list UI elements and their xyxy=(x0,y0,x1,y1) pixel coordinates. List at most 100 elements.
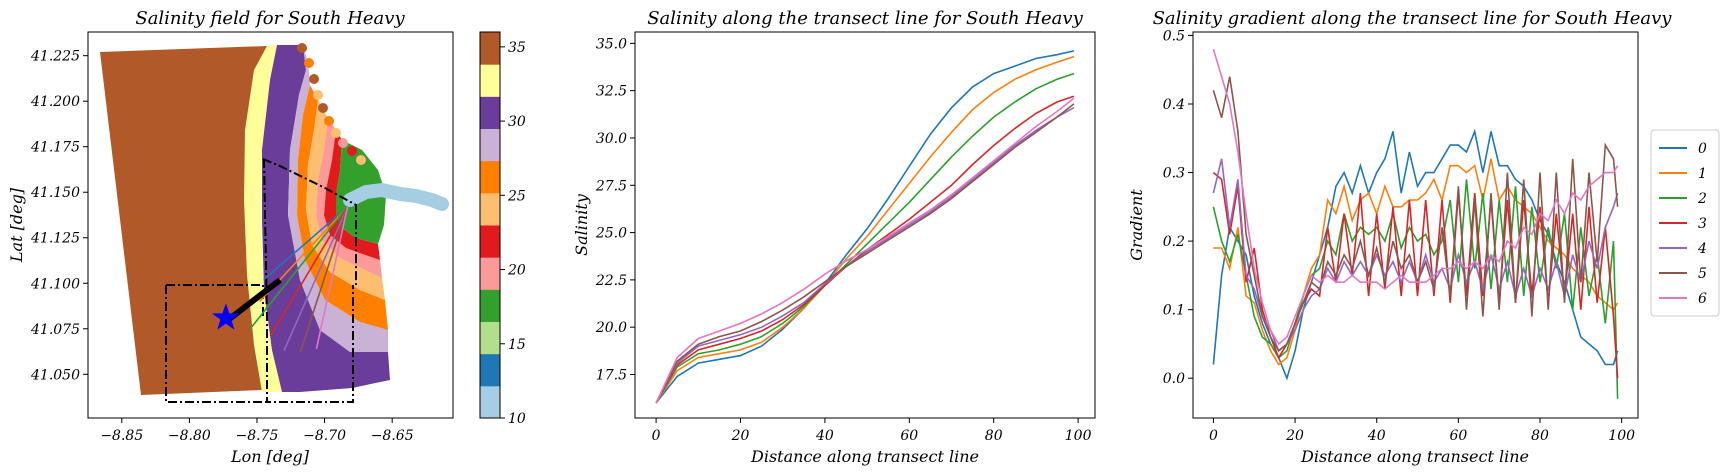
salinity-series-6 xyxy=(655,97,1075,404)
boundary-box-top xyxy=(262,158,357,285)
colorbar-tick-label: 20 xyxy=(507,263,526,279)
field-band-brown xyxy=(100,46,267,395)
gradient-xtick-label: 0 xyxy=(1209,428,1218,444)
map-x-ticks: −8.85 −8.80 −8.75 −8.70 −8.65 xyxy=(100,418,414,444)
colorbar-frame xyxy=(479,31,501,419)
map-y-label: Lat [deg] xyxy=(7,187,26,263)
colorbar-segment xyxy=(480,160,500,194)
gradient-ytick-label: 0.4 xyxy=(1163,97,1185,113)
salinity-ytick-label: 25.0 xyxy=(595,226,627,242)
gradient-ytick-label: 0.2 xyxy=(1163,234,1185,250)
salinity-ytick-label: 30.0 xyxy=(596,131,627,147)
transect-line-3 xyxy=(269,206,349,337)
gradient-xtick-label: 40 xyxy=(1367,428,1386,444)
gradient-x-ticks: 0 20 40 60 80 100 xyxy=(1209,418,1635,444)
field-band-pink xyxy=(316,118,382,278)
salinity-ytick-label: 17.5 xyxy=(596,367,627,383)
salinity-xtick-label: 100 xyxy=(1065,428,1092,444)
colorbar-segment xyxy=(480,32,500,65)
gradient-panel: Salinity gradient along the transect lin… xyxy=(1127,8,1720,466)
map-xtick-label: −8.70 xyxy=(303,428,346,444)
reference-star xyxy=(212,303,240,330)
gradient-y-label: Gradient xyxy=(1127,189,1146,261)
salinity-x-ticks: 0 20 40 60 80 100 xyxy=(652,418,1092,444)
gradient-xtick-label: 80 xyxy=(1531,428,1549,444)
colorbar-segment xyxy=(480,128,500,162)
legend-label-4: 4 xyxy=(1697,241,1707,257)
map-ytick-label: 41.125 xyxy=(30,231,80,247)
colorbar-tick-label: 30 xyxy=(508,114,526,130)
salinity-xtick-label: 60 xyxy=(900,428,918,444)
map-xtick-label: −8.85 xyxy=(100,428,143,444)
gradient-axes-frame xyxy=(1192,31,1639,419)
salinity-series-1 xyxy=(655,55,1075,404)
colorbar-segment xyxy=(480,289,500,322)
gradient-xtick-label: 100 xyxy=(1608,428,1635,444)
salinity-xtick-label: 20 xyxy=(731,428,750,444)
legend-label-5: 5 xyxy=(1698,266,1707,282)
salinity-y-ticks: 17.5 20.0 22.5 25.0 27.5 30.0 32.5 35.0 xyxy=(595,36,635,383)
gradient-xtick-label: 60 xyxy=(1449,428,1467,444)
transect-line-6 xyxy=(315,206,349,349)
map-ytick-label: 41.150 xyxy=(30,185,80,201)
salinity-series-0 xyxy=(655,50,1075,404)
coastal-dots xyxy=(297,43,366,165)
map-ytick-label: 41.050 xyxy=(30,367,80,383)
gradient-series-3 xyxy=(1212,171,1619,379)
gradient-series-2 xyxy=(1212,179,1619,399)
gradient-lines xyxy=(1212,48,1619,399)
legend-entries: 0 1 2 3 4 5 6 xyxy=(1659,141,1707,307)
colorbar-ticks: 10 15 20 25 30 35 xyxy=(500,40,526,427)
field-band-darkpurple xyxy=(262,45,390,392)
salinity-series-5 xyxy=(655,103,1075,404)
map-ytick-label: 41.100 xyxy=(30,276,80,292)
salinity-lines xyxy=(655,50,1075,404)
river-plume xyxy=(343,182,449,211)
legend-label-0: 0 xyxy=(1698,141,1707,157)
colorbar-tick-label: 10 xyxy=(508,411,526,427)
legend-label-3: 3 xyxy=(1698,216,1707,232)
field-band-lightorange xyxy=(306,100,385,300)
salinity-series-2 xyxy=(655,72,1075,404)
map-xtick-label: −8.65 xyxy=(371,428,414,444)
map-axes-frame xyxy=(87,31,454,419)
salinity-ytick-label: 27.5 xyxy=(595,178,627,194)
gradient-title: Salinity gradient along the transect lin… xyxy=(1153,8,1673,29)
boundary-box-frame xyxy=(165,285,270,403)
gradient-y-ticks: 0.0 0.1 0.2 0.3 0.4 0.5 xyxy=(1163,28,1193,387)
salinity-field xyxy=(100,43,449,395)
salinity-title: Salinity along the transect line for Sou… xyxy=(647,8,1083,29)
salinity-x-label: Distance along transect line xyxy=(750,447,979,466)
transect-line-5 xyxy=(299,206,349,353)
colorbar-segment xyxy=(480,321,500,355)
map-y-ticks: 41.050 41.075 41.100 41.125 41.150 41.175 41.2… xyxy=(30,49,88,383)
gradient-ytick-label: 0.3 xyxy=(1163,166,1185,182)
colorbar-segment xyxy=(480,192,500,226)
gradient-series-6 xyxy=(1212,48,1619,346)
salinity-ytick-label: 22.5 xyxy=(595,273,627,289)
gradient-xtick-label: 20 xyxy=(1285,428,1304,444)
colorbar-tick-label: 25 xyxy=(507,188,526,204)
gradient-ytick-label: 0.5 xyxy=(1163,28,1185,44)
boundary-box-outer xyxy=(166,284,264,318)
colorbar-segment xyxy=(480,64,500,97)
colorbar-segment xyxy=(480,96,500,129)
salinity-ytick-label: 32.5 xyxy=(596,84,627,100)
salinity-series-3 xyxy=(655,95,1075,404)
colorbar-tick-label: 15 xyxy=(508,337,526,353)
transect-line-2 xyxy=(249,206,349,330)
salinity-xtick-label: 0 xyxy=(652,428,661,444)
map-title: Salinity field for South Heavy xyxy=(135,8,405,29)
transect-line-0 xyxy=(263,206,349,281)
star-marker xyxy=(212,303,240,330)
gradient-x-label: Distance along transect line xyxy=(1300,447,1529,466)
salinity-y-label: Salinity xyxy=(572,193,591,256)
map-panel: Salinity field for South Heavy xyxy=(7,8,526,466)
legend-label-2: 2 xyxy=(1697,191,1707,207)
colorbar-segment xyxy=(480,257,500,290)
map-x-label: Lon [deg] xyxy=(230,447,310,466)
legend: 0 1 2 3 4 5 6 xyxy=(1650,129,1720,317)
salinity-series-4 xyxy=(655,107,1075,404)
legend-label-1: 1 xyxy=(1698,166,1707,182)
